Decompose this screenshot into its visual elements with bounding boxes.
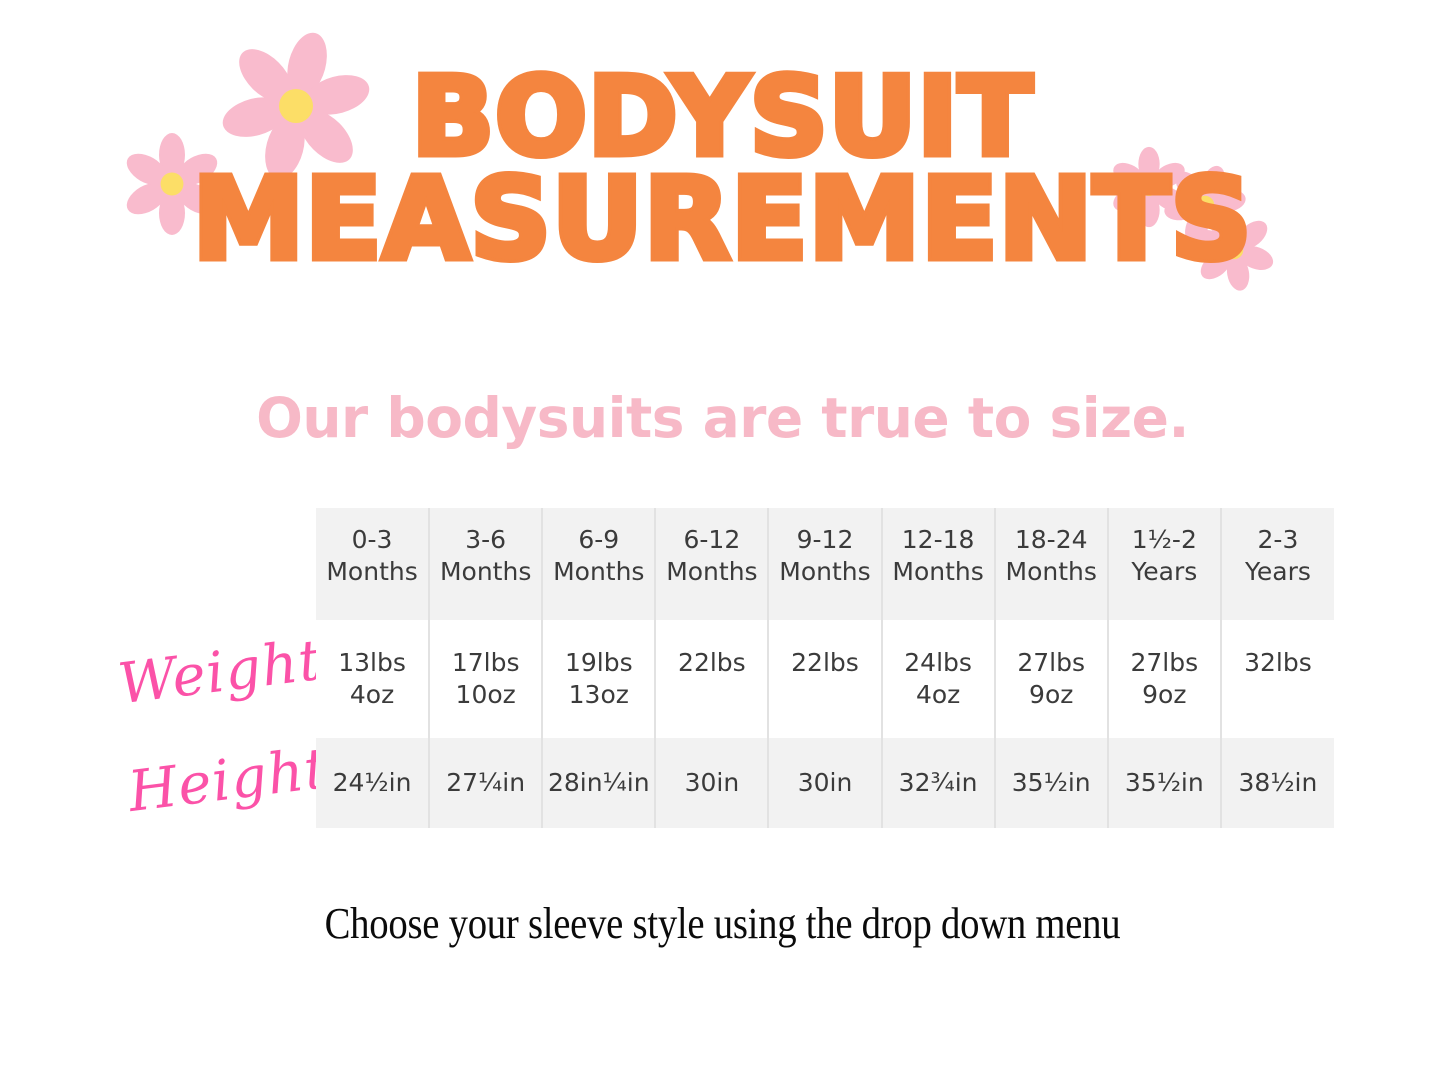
weight-cell: 24lbs 4oz (880, 620, 995, 738)
weight-lbs: 17lbs (451, 648, 520, 677)
weight-lbs: 13lbs (338, 648, 406, 677)
weight-lbs: 27lbs (1017, 648, 1086, 677)
col-unit: Months (779, 557, 871, 586)
table-header-cell: 6-12 Months (654, 508, 769, 620)
weight-cell: 17lbs 10oz (428, 620, 543, 738)
table-row-height: 24½in 27¼in 28in¼in 30in 30in 32¾in 35½i… (316, 738, 1334, 828)
table-header-cell: 1½-2 Years (1106, 508, 1221, 620)
page-title: Bodysuit Measurements (0, 55, 1445, 286)
table-header-row: 0-3 Months 3-6 Months 6-9 Months 6-12 Months… (316, 508, 1334, 620)
weight-lbs: 22lbs (678, 648, 746, 677)
col-unit: Months (553, 557, 645, 586)
height-cell: 32¾in (880, 738, 995, 828)
flower-large-top-left-icon (222, 32, 370, 180)
col-range: 6-12 (683, 525, 741, 555)
subtitle: Our bodysuits are true to size. (256, 386, 1189, 450)
table-header-cell: 2-3 Years (1219, 508, 1334, 620)
weight-cell: 22lbs (767, 620, 882, 738)
weight-lbs: 24lbs (904, 648, 972, 677)
weight-cell: 13lbs 4oz (316, 620, 430, 738)
height-cell: 35½in (993, 738, 1108, 828)
weight-lbs: 22lbs (791, 648, 859, 677)
weight-lbs: 27lbs (1130, 648, 1199, 677)
height-cell: 27¼in (428, 738, 543, 828)
weight-oz: 9oz (1142, 679, 1187, 709)
table-header-cell: 6-9 Months (541, 508, 656, 620)
col-range: 6-9 (578, 525, 620, 555)
flower-right-upper-icon (1108, 146, 1190, 228)
flower-right-lower-icon (1192, 208, 1276, 292)
col-range: 12-18 (901, 525, 975, 555)
col-unit: Years (1244, 557, 1311, 586)
table-header-cell: 9-12 Months (767, 508, 882, 620)
table-header-cell: 18-24 Months (993, 508, 1108, 620)
col-range: 1½-2 (1131, 525, 1197, 555)
height-cell: 35½in (1106, 738, 1221, 828)
flower-small-top-left-icon (120, 132, 224, 236)
col-range: 9-12 (796, 525, 854, 555)
col-range: 18-24 (1014, 525, 1088, 555)
weight-oz: 9oz (1029, 679, 1074, 709)
height-cell: 24½in (316, 738, 430, 828)
weight-lbs: 32lbs (1244, 648, 1312, 677)
weight-oz: 4oz (349, 679, 395, 709)
weight-lbs: 19lbs (564, 648, 633, 677)
row-label-weight: Weight (114, 627, 326, 718)
weight-cell: 27lbs 9oz (993, 620, 1108, 738)
measurements-table: 0-3 Months 3-6 Months 6-9 Months 6-12 Months… (316, 508, 1334, 828)
weight-oz: 4oz (915, 679, 961, 709)
title-line-two: Measurements (189, 155, 1255, 286)
title-line-one: Bodysuit (408, 55, 1035, 180)
col-range: 0-3 (351, 525, 393, 555)
height-cell: 30in (654, 738, 769, 828)
col-unit: Months (666, 557, 758, 586)
row-label-height: Height (124, 736, 332, 825)
table-header-cell: 0-3 Months (316, 508, 430, 620)
table-header-cell: 12-18 Months (880, 508, 995, 620)
col-unit: Months (1005, 557, 1097, 586)
height-cell: 38½in (1219, 738, 1334, 828)
table-header-cell: 3-6 Months (428, 508, 543, 620)
col-range: 3-6 (465, 525, 507, 555)
col-unit: Months (892, 557, 984, 586)
height-cell: 28in¼in (541, 738, 656, 828)
weight-oz: 13oz (568, 679, 629, 709)
col-unit: Months (439, 557, 532, 586)
weight-cell: 32lbs (1219, 620, 1334, 738)
col-unit: Years (1131, 557, 1198, 586)
weight-oz: 10oz (455, 679, 516, 709)
col-range: 2-3 (1257, 525, 1299, 555)
col-unit: Months (326, 557, 418, 586)
table-row-weight: 13lbs 4oz 17lbs 10oz 19lbs 13oz 22lbs 22lbs… (316, 620, 1334, 738)
height-cell: 30in (767, 738, 882, 828)
weight-cell: 22lbs (654, 620, 769, 738)
weight-cell: 27lbs 9oz (1106, 620, 1221, 738)
footer-note: Choose your sleeve style using the drop … (324, 899, 1121, 948)
weight-cell: 19lbs 13oz (541, 620, 656, 738)
